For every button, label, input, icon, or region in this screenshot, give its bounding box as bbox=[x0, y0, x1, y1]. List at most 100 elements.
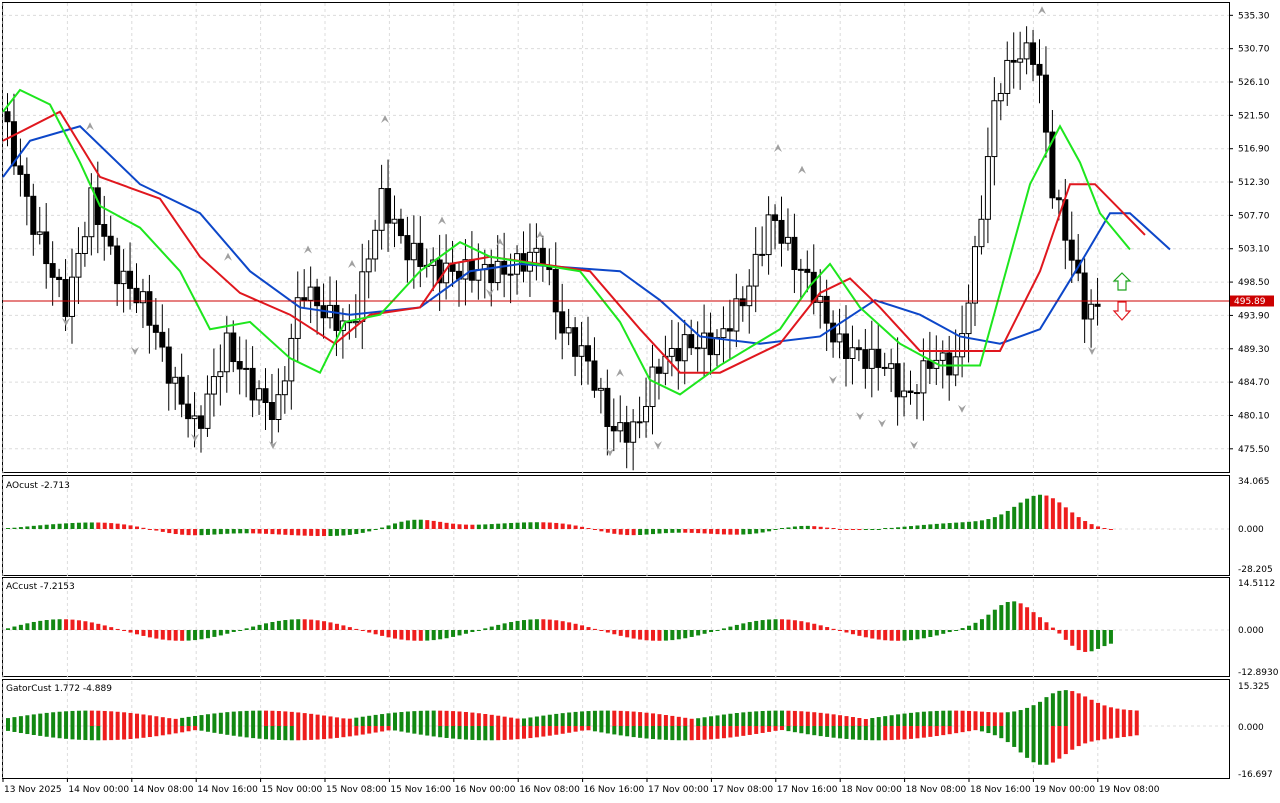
ao-bar bbox=[438, 521, 443, 529]
ao-bar bbox=[1070, 512, 1075, 529]
gator-lower-bar bbox=[1083, 726, 1088, 744]
ac-bar bbox=[431, 630, 436, 641]
gator-upper-bar bbox=[160, 717, 165, 726]
gator-lower-bar bbox=[44, 726, 49, 737]
gator-lower-bar bbox=[205, 726, 210, 732]
ao-bar bbox=[1102, 528, 1107, 529]
ac-bar bbox=[160, 630, 165, 640]
gator-lower-bar bbox=[992, 726, 997, 736]
ao-bar bbox=[754, 529, 759, 534]
ao-bar bbox=[586, 528, 591, 529]
candle-body bbox=[746, 285, 753, 307]
ao-bar bbox=[709, 529, 714, 534]
ac-bar bbox=[1050, 627, 1055, 630]
ac-bar bbox=[631, 630, 636, 639]
gator-upper-bar bbox=[89, 710, 94, 726]
ac-bar bbox=[225, 630, 230, 634]
candle-body bbox=[901, 390, 908, 398]
ao-bar bbox=[541, 522, 546, 529]
gator-upper-bar bbox=[702, 717, 707, 726]
ac-bar bbox=[747, 622, 752, 630]
candle-body bbox=[378, 188, 385, 231]
gator-lower-bar bbox=[51, 726, 56, 738]
gator-lower-bar bbox=[676, 726, 681, 741]
candle-body bbox=[1004, 59, 1011, 94]
candle-body bbox=[249, 367, 256, 401]
candle-body bbox=[10, 121, 17, 167]
gator-lower-bar bbox=[96, 726, 101, 741]
ac-bar bbox=[476, 630, 481, 631]
ac-bar bbox=[51, 619, 56, 630]
gator-upper-bar bbox=[928, 711, 933, 726]
gator-lower-bar bbox=[947, 726, 952, 735]
ao-bar bbox=[496, 523, 501, 529]
gator-lower-bar bbox=[522, 726, 526, 739]
candle-body bbox=[623, 422, 630, 443]
ao-bar bbox=[979, 520, 984, 529]
fractal-marker bbox=[62, 317, 70, 326]
gator-lower-bar bbox=[160, 726, 165, 736]
gator-lower-bar bbox=[534, 726, 539, 738]
ac-bar bbox=[560, 621, 565, 630]
ao-bar bbox=[580, 526, 585, 529]
gator-upper-bar bbox=[380, 714, 385, 726]
gator-upper-bar bbox=[1050, 693, 1055, 726]
time-tick-label: 19 Nov 00:00 bbox=[1034, 785, 1095, 795]
ac-bar bbox=[128, 630, 133, 633]
ac-bar bbox=[70, 619, 75, 630]
ao-bar bbox=[283, 529, 288, 535]
ac-bar bbox=[341, 625, 346, 630]
candle-body bbox=[765, 214, 772, 256]
gator-lower-bar bbox=[663, 726, 668, 740]
candle-body bbox=[946, 352, 953, 376]
arrow-up-icon[interactable] bbox=[1112, 272, 1132, 291]
gator-lower-bar bbox=[599, 726, 604, 733]
gator-lower-bar bbox=[212, 726, 217, 733]
ac-bar bbox=[792, 620, 797, 630]
ac-bar bbox=[205, 630, 210, 639]
gator-upper-bar bbox=[18, 716, 23, 726]
ao-bar bbox=[502, 523, 507, 529]
gator-upper-bar bbox=[180, 717, 185, 726]
ac-bar bbox=[876, 630, 881, 640]
candle-body bbox=[410, 242, 417, 261]
ac-bar bbox=[1005, 602, 1010, 630]
gator-upper-bar bbox=[812, 712, 817, 726]
ao-bar bbox=[631, 529, 636, 536]
ac-bar bbox=[967, 625, 972, 630]
ao-bar bbox=[238, 529, 243, 534]
candle-body bbox=[488, 263, 495, 284]
gator-upper-bar bbox=[173, 718, 178, 726]
gator-lower-bar bbox=[367, 726, 372, 734]
ac-bar bbox=[915, 630, 920, 640]
candle-body bbox=[733, 298, 740, 332]
gator-lower-bar bbox=[380, 726, 385, 732]
gator-lower-bar bbox=[12, 726, 17, 732]
gator-upper-bar bbox=[973, 711, 978, 726]
ao-bar bbox=[1050, 498, 1055, 529]
candle-body bbox=[30, 195, 37, 235]
candle-body bbox=[146, 291, 153, 326]
arrow-down-icon[interactable] bbox=[1112, 301, 1132, 321]
gator-upper-bar bbox=[941, 710, 946, 726]
fractal-marker bbox=[348, 259, 356, 268]
gator-upper-bar bbox=[534, 716, 539, 726]
candle-body bbox=[165, 346, 172, 384]
ao-bar bbox=[618, 529, 623, 535]
gator-upper-bar bbox=[560, 713, 565, 726]
candle-body bbox=[262, 388, 269, 404]
gator-upper-bar bbox=[592, 710, 597, 726]
ao-bar bbox=[386, 525, 391, 529]
ac-bar bbox=[1089, 630, 1094, 652]
ao-bar bbox=[702, 529, 707, 534]
ac-bar bbox=[57, 619, 62, 630]
fractal-marker bbox=[224, 252, 232, 261]
ac-bar bbox=[380, 630, 385, 636]
gator-lower-bar bbox=[25, 726, 30, 735]
gator-upper-bar bbox=[580, 711, 585, 726]
candle-body bbox=[385, 188, 392, 224]
ac-bar bbox=[541, 619, 546, 630]
ao-bar bbox=[689, 529, 694, 533]
